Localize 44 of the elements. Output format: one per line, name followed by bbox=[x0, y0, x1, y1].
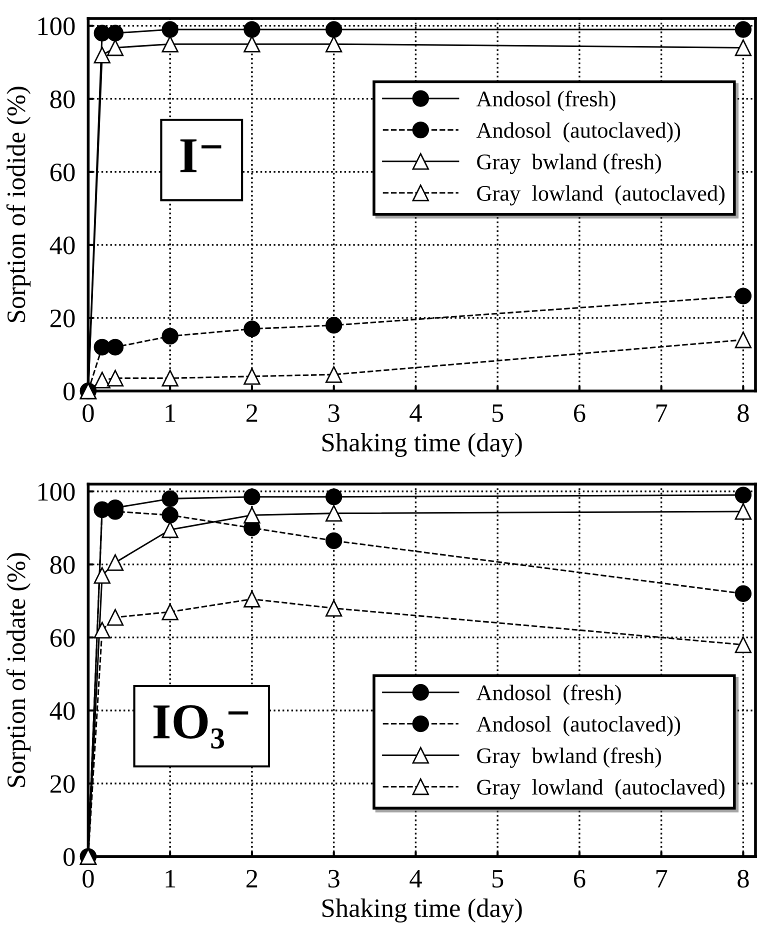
y-tick-label: 60 bbox=[50, 629, 75, 647]
y-tick-label: 100 bbox=[38, 17, 75, 36]
y-axis-title: Sorption of iodide (%) bbox=[6, 86, 31, 322]
y-tick-label: 60 bbox=[50, 163, 75, 182]
x-tick-label: 0 bbox=[82, 404, 94, 422]
annotation: I⁻ bbox=[180, 139, 222, 172]
y-tick-label: 40 bbox=[50, 702, 75, 720]
y-tick-label: 40 bbox=[50, 236, 75, 254]
legend-label: Gray bwland (fresh) bbox=[477, 154, 661, 174]
y-tick-label: 20 bbox=[50, 310, 75, 328]
x-axis-title: Shaking time (day) bbox=[322, 432, 522, 457]
x-tick-label: 1 bbox=[166, 404, 176, 422]
x-tick-label: 4 bbox=[410, 870, 422, 888]
x-tick-label: 1 bbox=[166, 870, 176, 888]
x-tick-label: 5 bbox=[492, 870, 504, 888]
y-tick-label: 0 bbox=[64, 848, 75, 866]
x-tick-label: 3 bbox=[328, 404, 340, 422]
legend-label: Gray bwland (fresh) bbox=[477, 747, 661, 768]
legend-label: Andosol (fresh) bbox=[476, 684, 621, 705]
y-tick-label: 80 bbox=[50, 556, 75, 574]
y-tick-label: 0 bbox=[64, 382, 75, 400]
x-tick-label: 7 bbox=[656, 404, 668, 422]
x-tick-label: 5 bbox=[492, 404, 504, 422]
legend-label: Andosol (fresh) bbox=[476, 90, 616, 112]
x-tick-label: 8 bbox=[738, 870, 749, 888]
legend-label: Andosol (autoclaved)) bbox=[476, 716, 680, 736]
x-tick-label: 8 bbox=[738, 404, 749, 422]
annotation: IO₃⁻ bbox=[153, 705, 248, 749]
x-tick-label: 0 bbox=[82, 870, 94, 888]
x-tick-label: 3 bbox=[328, 870, 340, 888]
y-axis-title: Sorption of iodate (%) bbox=[6, 553, 31, 787]
legend-label: Gray lowland (autoclaved) bbox=[477, 185, 725, 206]
x-tick-label: 7 bbox=[656, 870, 668, 888]
x-axis-title: Shaking time (day) bbox=[322, 898, 522, 923]
y-tick-label: 80 bbox=[50, 90, 75, 108]
x-tick-label: 6 bbox=[574, 870, 586, 888]
y-tick-label: 100 bbox=[38, 483, 75, 501]
x-tick-label: 4 bbox=[410, 404, 422, 422]
legend-label: Andosol (autoclaved)) bbox=[476, 122, 680, 142]
y-tick-label: 20 bbox=[50, 775, 75, 793]
x-tick-label: 6 bbox=[574, 404, 586, 422]
x-tick-label: 2 bbox=[246, 404, 258, 422]
legend-label: Gray lowland (autoclaved) bbox=[477, 779, 725, 800]
x-tick-label: 2 bbox=[246, 870, 258, 888]
